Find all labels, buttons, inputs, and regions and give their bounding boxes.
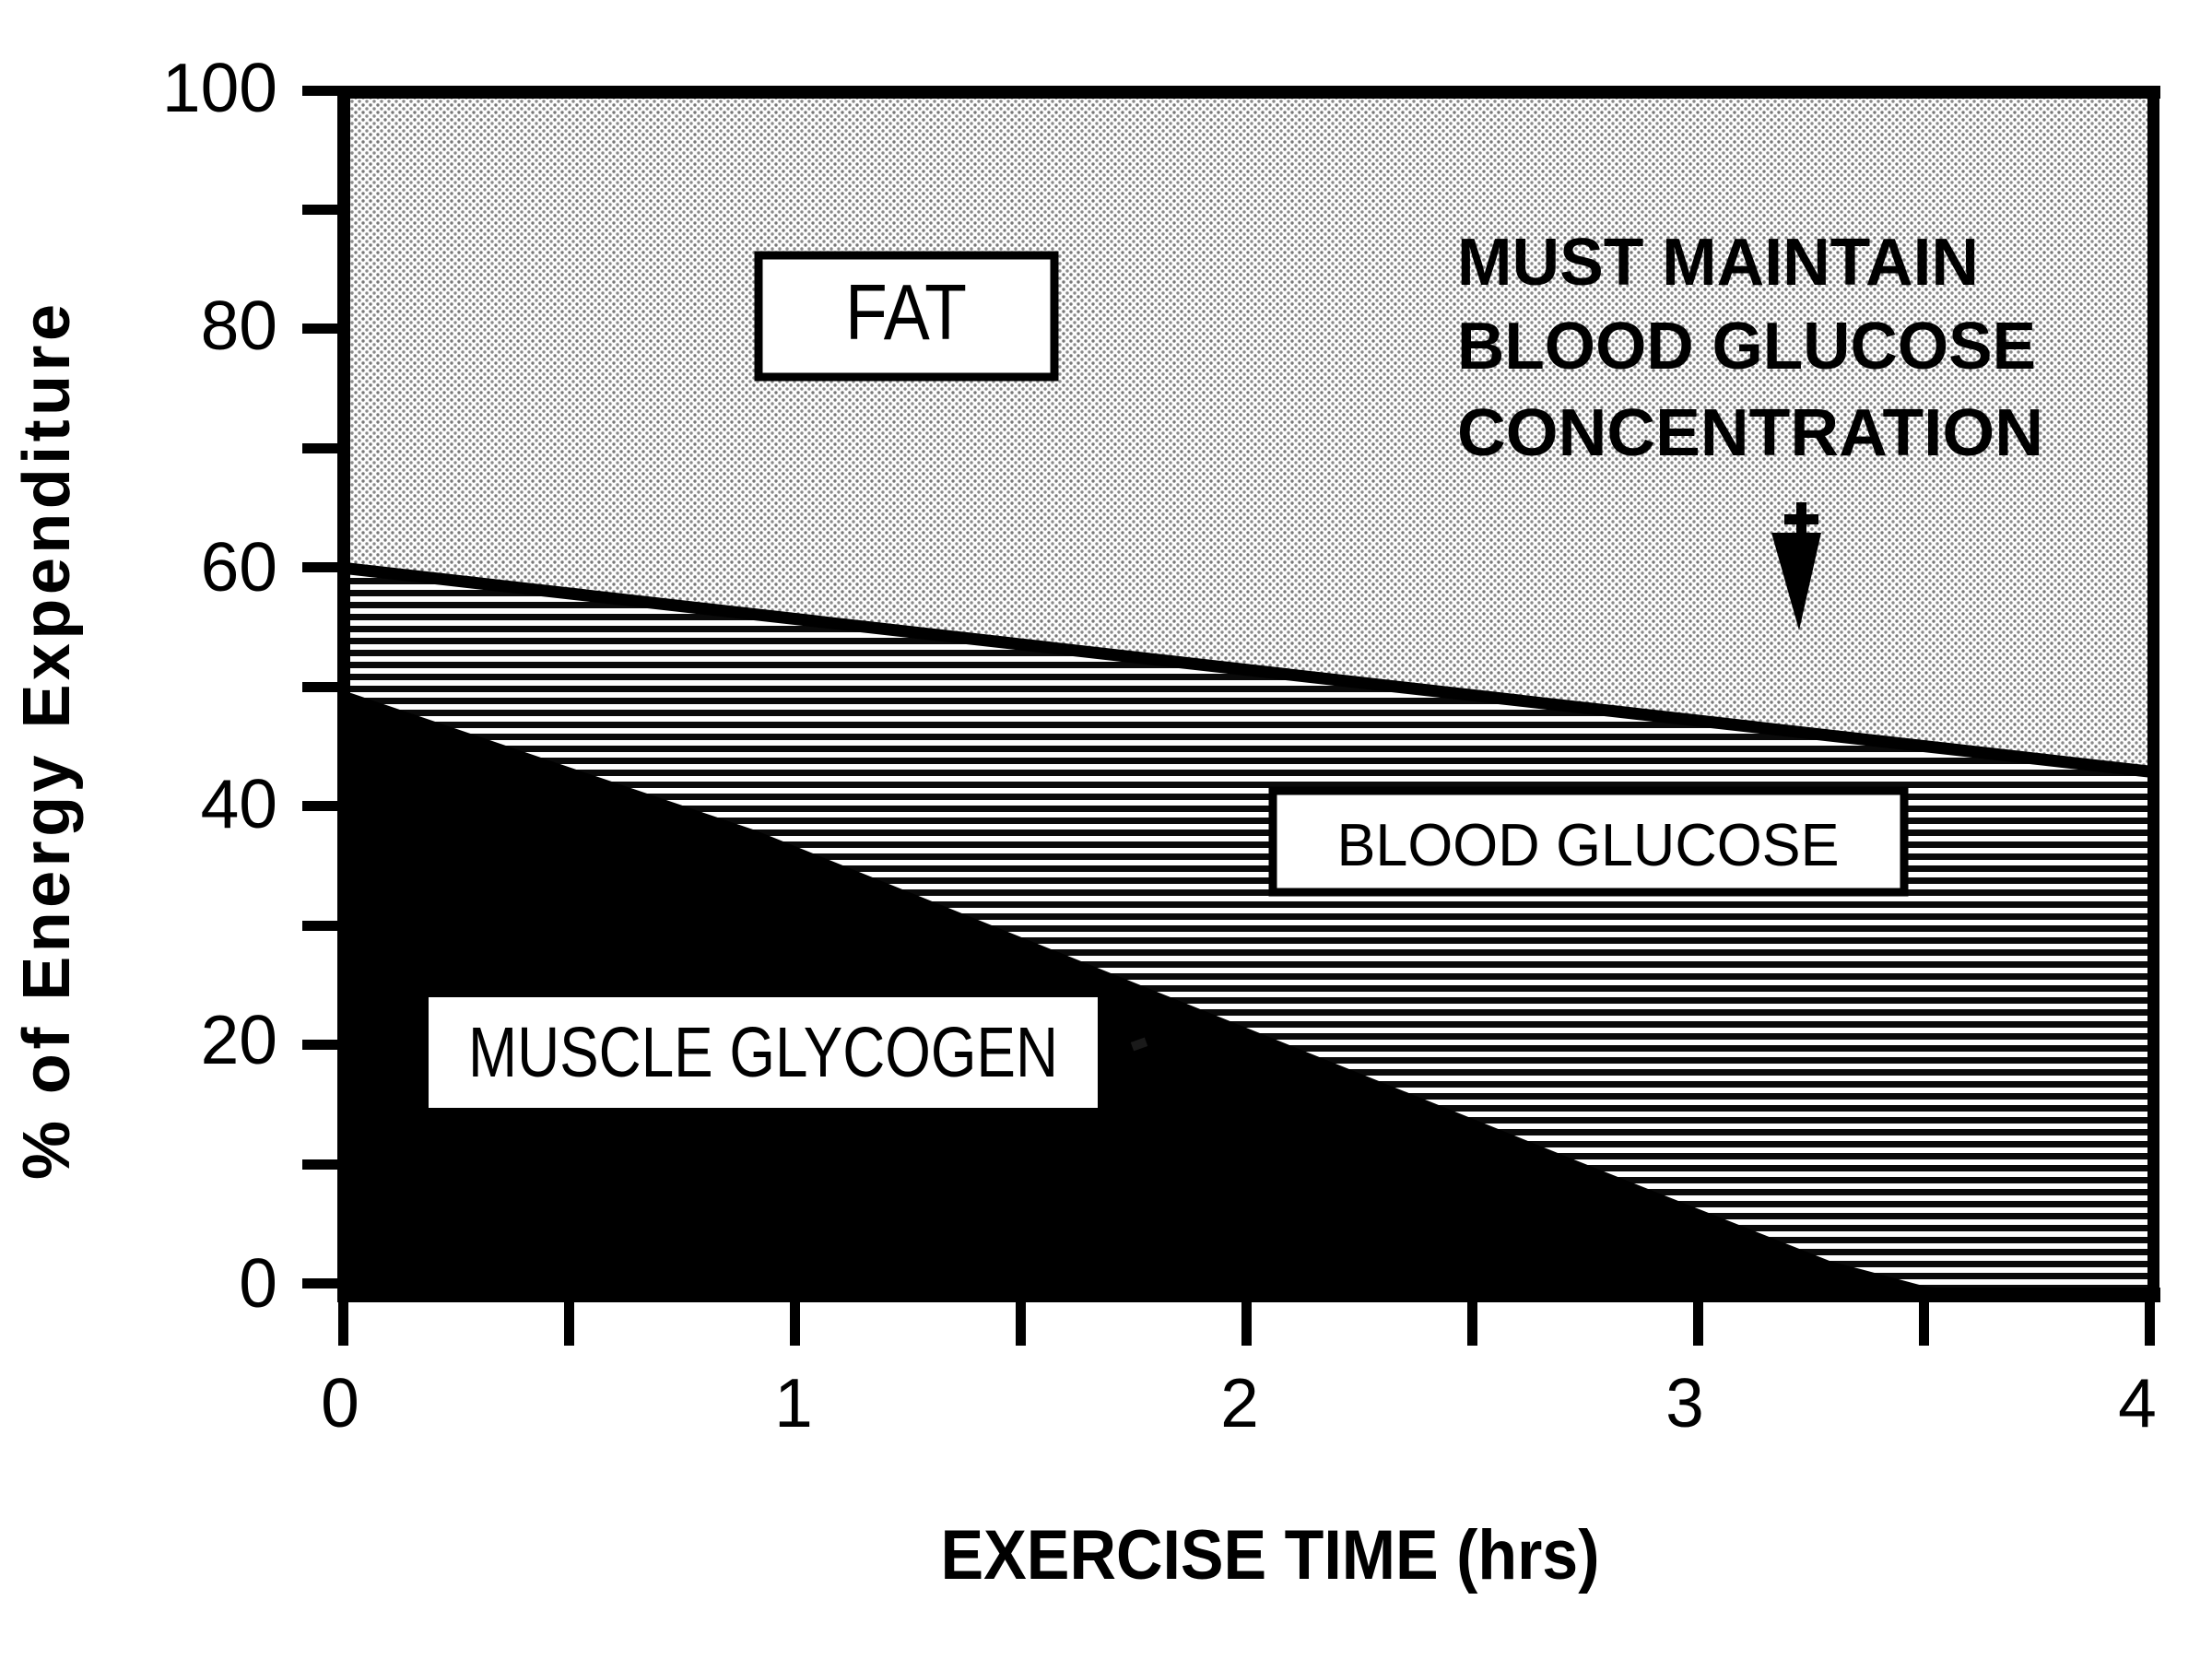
svg-text:40: 40 [201,765,277,842]
svg-text:0: 0 [239,1244,277,1322]
svg-text:MUSCLE GLYCOGEN: MUSCLE GLYCOGEN [468,1013,1058,1092]
svg-text:4: 4 [2118,1364,2157,1441]
svg-text:EXERCISE TIME (hrs): EXERCISE TIME (hrs) [941,1516,1600,1594]
svg-text:FAT: FAT [845,269,967,357]
svg-text:CONCENTRATION: CONCENTRATION [1457,396,2043,470]
svg-text:0: 0 [321,1364,359,1441]
svg-text:100: 100 [162,49,277,126]
svg-text:BLOOD GLUCOSE: BLOOD GLUCOSE [1337,811,1840,878]
svg-text:60: 60 [201,528,277,606]
svg-text:2: 2 [1220,1364,1259,1441]
svg-text:MUST MAINTAIN: MUST MAINTAIN [1457,226,1979,300]
svg-text:20: 20 [201,1001,277,1078]
svg-text:1: 1 [774,1364,813,1441]
svg-text:80: 80 [201,287,277,364]
svg-text:BLOOD GLUCOSE: BLOOD GLUCOSE [1457,310,2036,383]
svg-text:3: 3 [1665,1364,1704,1441]
svg-text:% of Energy Expenditure: % of Energy Expenditure [10,304,84,1180]
